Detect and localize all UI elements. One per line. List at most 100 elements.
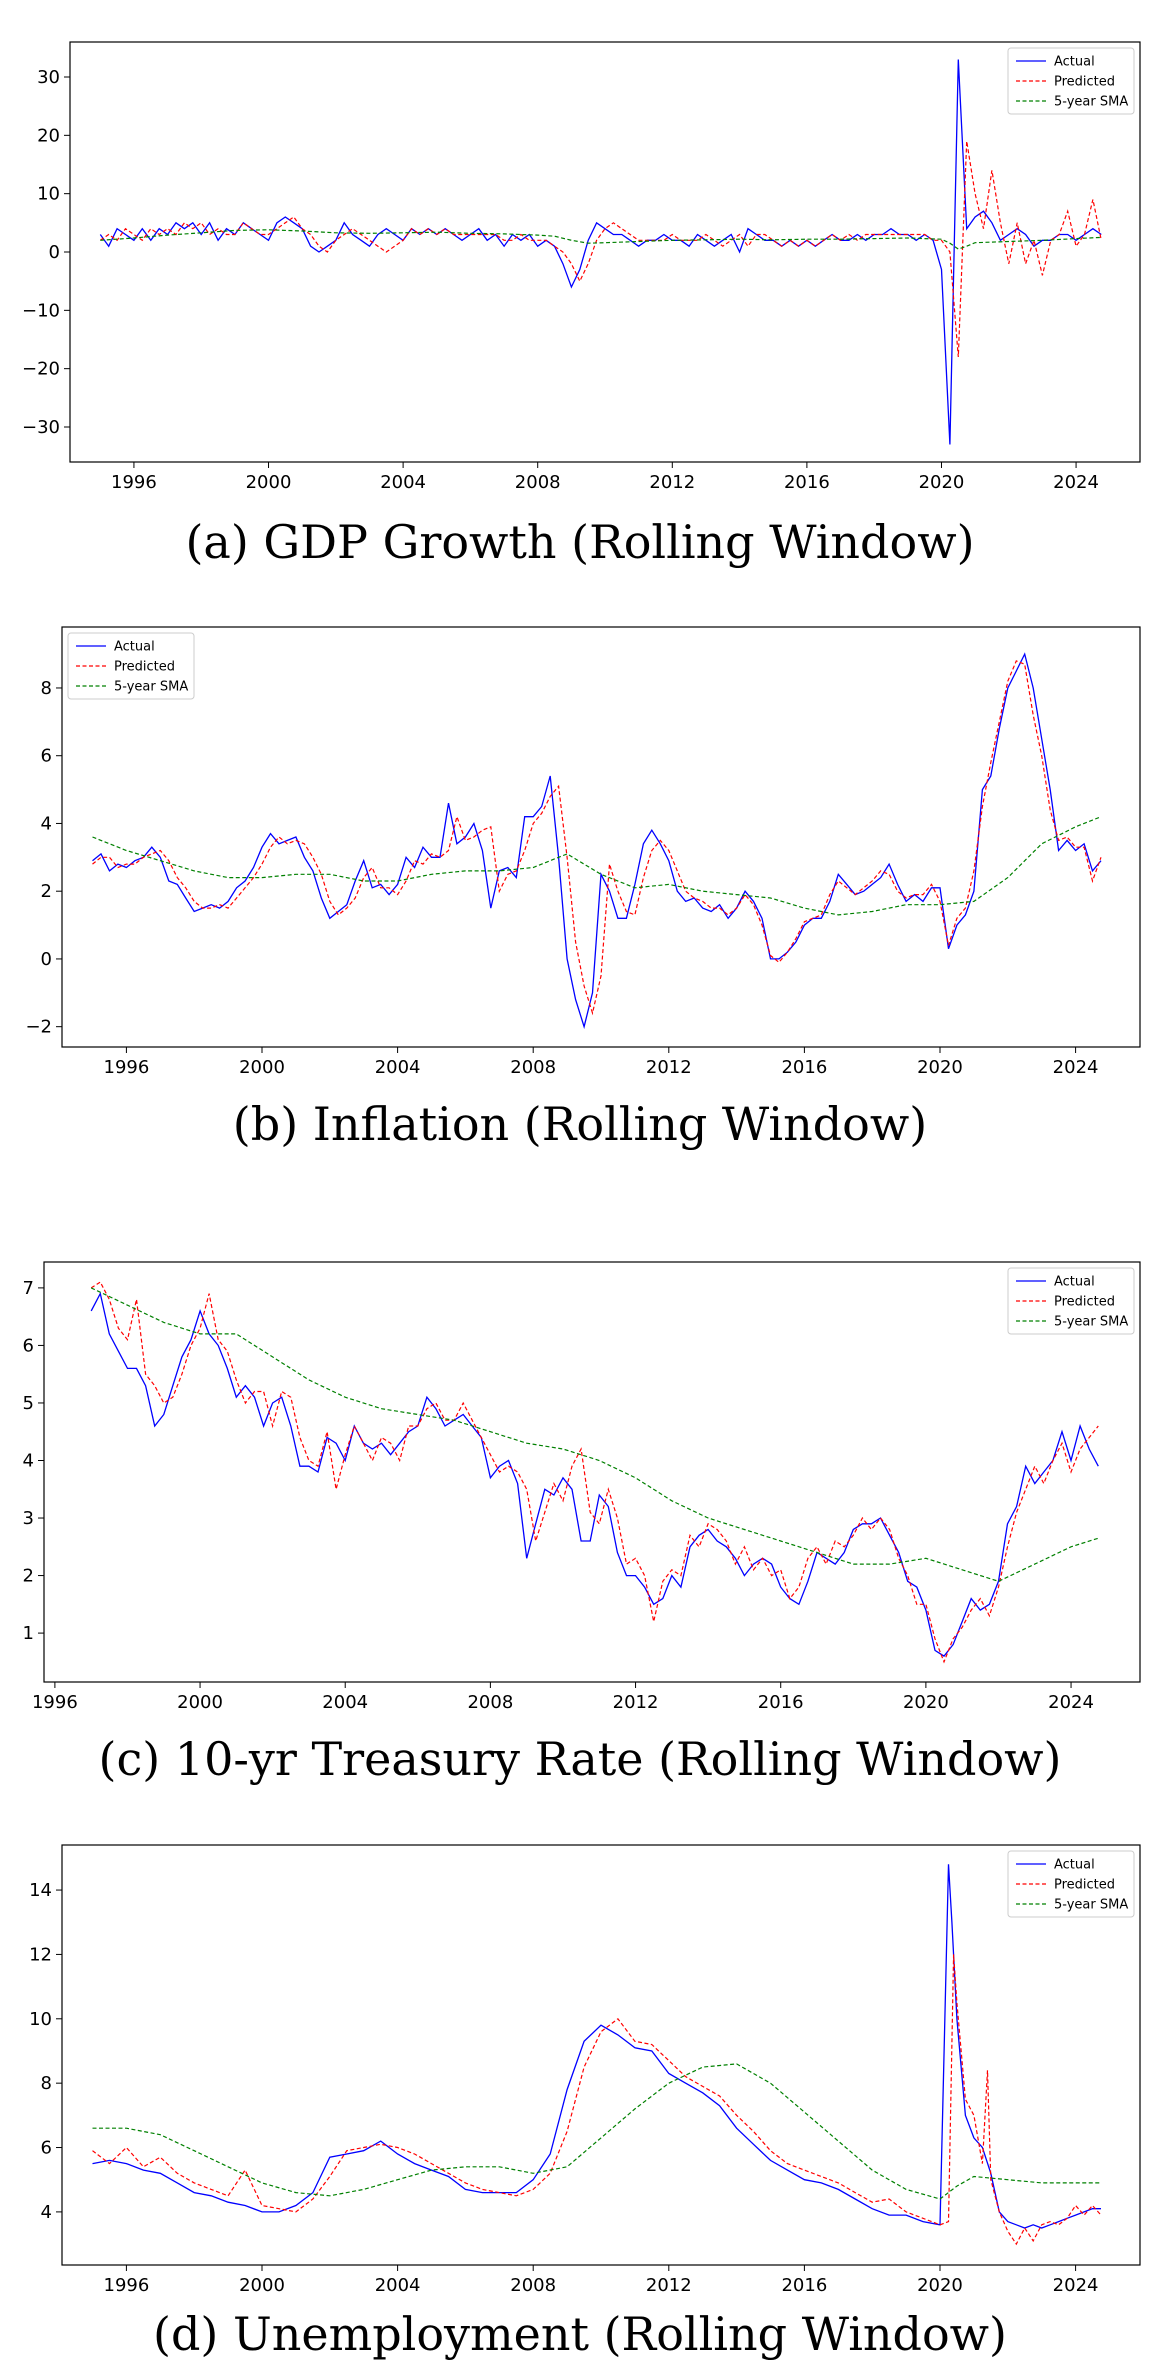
y-tick-label-c: 3: [23, 1508, 34, 1529]
series-line-sma-b: [92, 816, 1102, 916]
y-tick-label-b: −2: [25, 1017, 52, 1038]
legend-label-sma-a: 5-year SMA: [1054, 95, 1128, 110]
x-tick-label-c: 2012: [613, 1692, 659, 1713]
x-tick-label-d: 2012: [646, 2275, 692, 2296]
legend-box-b: [67, 632, 195, 700]
series-line-predicted-d: [92, 1954, 1102, 2246]
panel-c-treasury-rate: (c) 10-yr Treasury Rate (Rolling Window)…: [23, 1261, 1141, 1786]
panel-b-inflation: (b) Inflation (Rolling Window) 1996 2000 2…: [25, 626, 1141, 1151]
series-line-actual-d: [92, 1864, 1101, 2229]
axes-frame-a: [69, 41, 1141, 463]
legend-label-predicted-a: Predicted: [1054, 75, 1115, 90]
x-tick-label-b: 2004: [375, 1057, 421, 1078]
panel-d-unemployment: (d) Unemployment (Rolling Window) 1996 20…: [29, 1844, 1141, 2361]
legend-label-actual-c: Actual: [1054, 1275, 1095, 1290]
y-tick-label-b: 4: [41, 813, 52, 834]
y-tick-label-b: 2: [41, 881, 52, 902]
series-line-sma-d: [92, 2063, 1101, 2200]
x-tick-label-d: 2008: [510, 2275, 556, 2296]
x-tick-label-d: 2000: [239, 2275, 285, 2296]
x-tick-label-b: 2008: [510, 1057, 556, 1078]
caption-d: (d) Unemployment (Rolling Window): [153, 2307, 1007, 2361]
x-tick-label-c: 2004: [322, 1692, 368, 1713]
x-tick-label-a: 2000: [246, 472, 292, 493]
legend-a: Actual Predicted 5-year SMA: [1007, 47, 1135, 115]
legend-label-sma-c: 5-year SMA: [1054, 1315, 1128, 1330]
x-tick-label-b: 2016: [781, 1057, 827, 1078]
legend-c: Actual Predicted 5-year SMA: [1007, 1267, 1135, 1335]
series-line-actual-c: [90, 1291, 1099, 1657]
x-tick-label-b: 2024: [1053, 1057, 1099, 1078]
y-tick-label-b: 0: [41, 949, 52, 970]
y-tick-label-d: 4: [41, 2202, 52, 2223]
x-tick-label-a: 2016: [784, 472, 830, 493]
series-line-predicted-b: [92, 660, 1102, 1016]
y-tick-label-b: 6: [41, 746, 52, 767]
x-tick-label-b: 2000: [239, 1057, 285, 1078]
axes-frame-d: [61, 1844, 1141, 2266]
y-tick-label-a: 20: [37, 125, 60, 146]
x-tick-label-d: 2020: [917, 2275, 963, 2296]
y-tick-label-d: 6: [41, 2138, 52, 2159]
legend-label-predicted-c: Predicted: [1054, 1295, 1115, 1310]
y-tick-label-c: 4: [23, 1450, 34, 1471]
x-tick-label-b: 2020: [917, 1057, 963, 1078]
y-tick-label-b: 8: [41, 678, 52, 699]
y-tick-label-d: 14: [29, 1880, 52, 1901]
series-line-predicted-a: [99, 141, 1102, 358]
y-tick-label-c: 2: [23, 1566, 34, 1587]
caption-b: (b) Inflation (Rolling Window): [233, 1097, 927, 1151]
x-tick-label-c: 2016: [758, 1692, 804, 1713]
y-tick-label-d: 8: [41, 2073, 52, 2094]
y-tick-label-c: 7: [23, 1278, 34, 1299]
x-tick-label-b: 2012: [646, 1057, 692, 1078]
legend-box-a: [1007, 47, 1135, 115]
x-tick-label-b: 1996: [104, 1057, 150, 1078]
legend-box-d: [1007, 1850, 1135, 1918]
x-tick-label-d: 2004: [375, 2275, 421, 2296]
legend-label-predicted-d: Predicted: [1054, 1878, 1115, 1893]
legend-label-actual-d: Actual: [1054, 1858, 1095, 1873]
y-tick-label-a: 0: [49, 242, 60, 263]
x-tick-label-a: 2012: [649, 472, 695, 493]
caption-c: (c) 10-yr Treasury Rate (Rolling Window): [99, 1732, 1062, 1786]
panel-a-gdp-growth: (a) GDP Growth (Rolling Window) 1996 2000…: [22, 41, 1141, 569]
legend-label-predicted-b: Predicted: [114, 660, 175, 675]
y-tick-label-c: 5: [23, 1393, 34, 1414]
y-tick-label-a: 10: [37, 184, 60, 205]
x-tick-label-a: 2008: [515, 472, 561, 493]
series-line-sma-c: [90, 1287, 1099, 1582]
x-tick-label-c: 1996: [32, 1692, 78, 1713]
legend-label-actual-a: Actual: [1054, 55, 1095, 70]
axes-frame-c: [43, 1261, 1141, 1683]
series-line-actual-a: [99, 59, 1102, 445]
x-tick-label-a: 2024: [1053, 472, 1099, 493]
x-tick-label-d: 2024: [1053, 2275, 1099, 2296]
legend-d: Actual Predicted 5-year SMA: [1007, 1850, 1135, 1918]
x-tick-label-c: 2020: [903, 1692, 949, 1713]
axes-frame-b: [61, 626, 1141, 1048]
y-tick-label-d: 12: [29, 1944, 52, 1965]
legend-box-c: [1007, 1267, 1135, 1335]
y-tick-label-a: −30: [22, 417, 60, 438]
x-tick-label-c: 2024: [1048, 1692, 1094, 1713]
x-tick-label-a: 2004: [380, 472, 426, 493]
series-line-actual-b: [92, 652, 1102, 1030]
legend-label-sma-d: 5-year SMA: [1054, 1898, 1128, 1913]
y-tick-label-d: 10: [29, 2009, 52, 2030]
legend-label-sma-b: 5-year SMA: [114, 680, 188, 695]
y-tick-label-c: 6: [23, 1335, 34, 1356]
caption-a: (a) GDP Growth (Rolling Window): [185, 515, 974, 569]
x-tick-label-c: 2000: [177, 1692, 223, 1713]
x-tick-label-d: 2016: [781, 2275, 827, 2296]
x-tick-label-c: 2008: [467, 1692, 513, 1713]
y-tick-label-a: −10: [22, 300, 60, 321]
x-tick-label-a: 1996: [111, 472, 157, 493]
x-tick-label-d: 1996: [104, 2275, 150, 2296]
legend-b: Actual Predicted 5-year SMA: [67, 632, 195, 700]
series-line-sma-a: [100, 229, 1102, 250]
legend-label-actual-b: Actual: [114, 640, 155, 655]
y-tick-label-a: −20: [22, 359, 60, 380]
y-tick-label-c: 1: [23, 1623, 34, 1644]
